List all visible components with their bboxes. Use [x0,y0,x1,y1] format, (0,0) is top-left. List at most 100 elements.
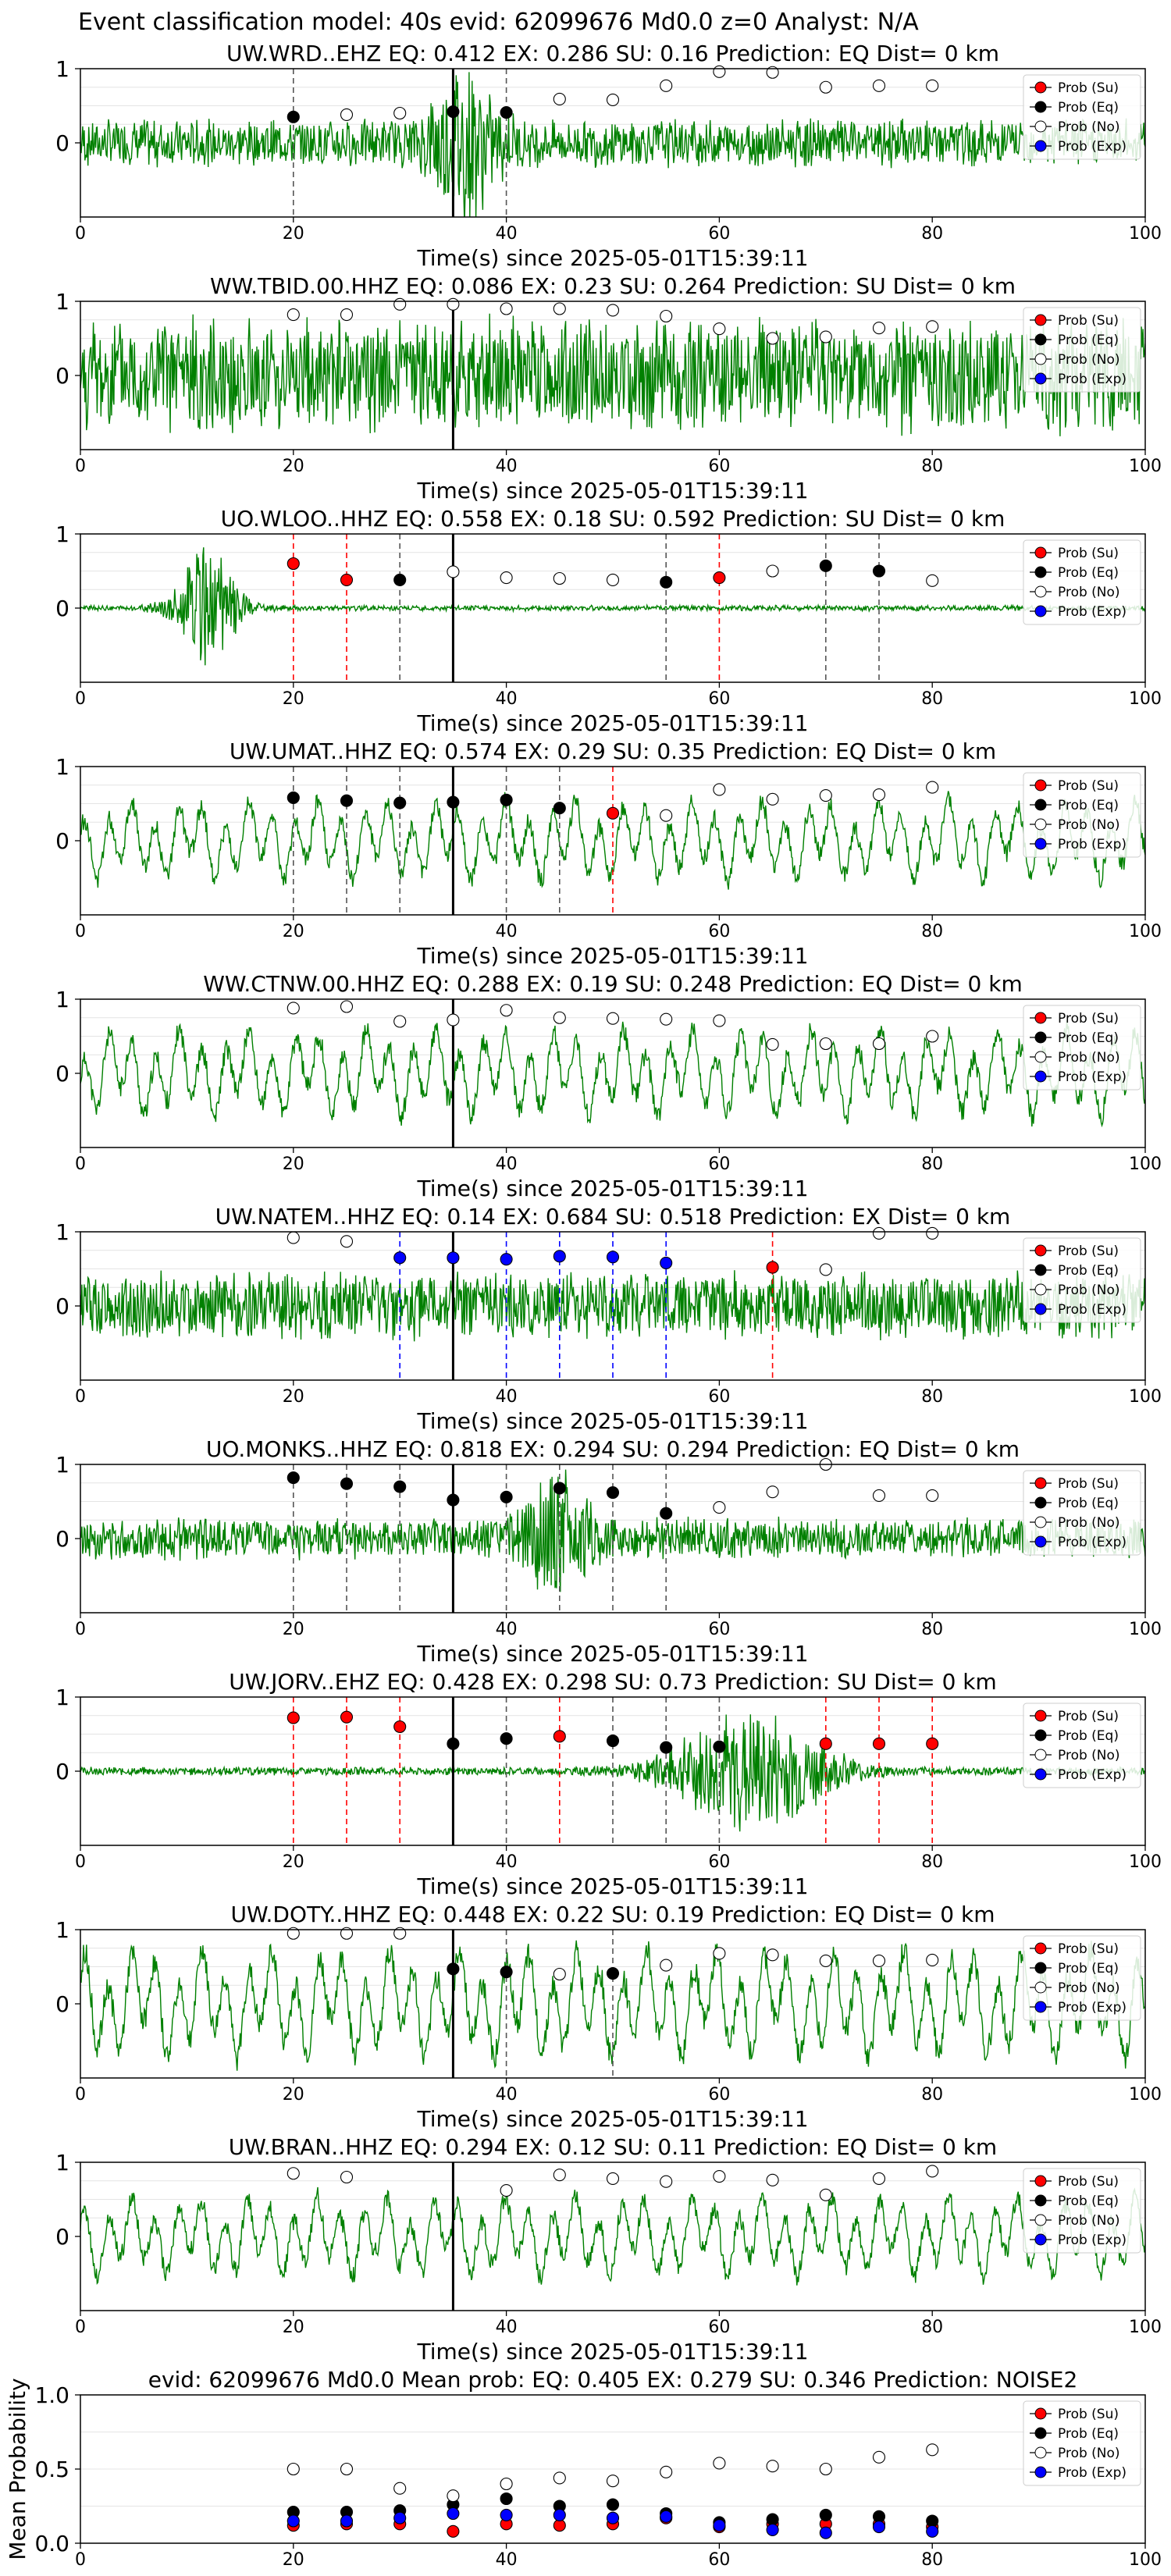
prob-marker-no [287,1927,300,1940]
legend-box [1023,1703,1141,1788]
prob-marker-eq [340,1477,354,1490]
legend-label-eq: Prob (Eq) [1058,1961,1119,1976]
prob-marker-no [287,2167,300,2180]
prob-marker-no [500,302,513,315]
prob-marker-exp [500,2508,513,2521]
legend-box [1023,1005,1141,1091]
legend-marker-su [1034,314,1047,326]
x-tick-label: 20 [283,2550,304,2570]
x-tick-label: 0 [75,2085,86,2105]
y-tick-label: 0 [55,1759,69,1784]
prob-marker-eq [819,559,832,572]
prob-marker-no [393,1927,407,1940]
prob-marker-su [553,2519,566,2532]
x-tick-label: 60 [708,2318,730,2337]
legend-label-eq: Prob (Eq) [1058,333,1119,348]
legend-label-no: Prob (No) [1058,817,1120,833]
panel-title: UW.JORV..EHZ EQ: 0.428 EX: 0.298 SU: 0.7… [229,1669,997,1695]
prob-marker-su [872,1737,886,1750]
prob-marker-no [606,573,620,586]
prob-marker-exp [872,2521,886,2534]
legend-marker-eq [1034,799,1047,811]
x-tick-label: 0 [75,922,86,941]
panel-4: UW.UMAT..HHZ EQ: 0.574 EX: 0.29 SU: 0.35… [55,738,1162,969]
prob-marker-no [926,2165,939,2178]
prob-marker-eq [553,802,566,815]
legend-marker-eq [1034,333,1047,346]
plot-area [80,301,1145,450]
legend-marker-no [1034,818,1047,831]
legend-marker-eq [1034,101,1047,113]
y-tick-label: 1 [55,2150,69,2176]
prob-marker-no [287,1002,300,1015]
x-tick-label: 0 [75,1155,86,1174]
x-tick-label: 40 [496,689,518,709]
y-tick-label: 0 [55,2224,69,2250]
panel-11: evid: 62099676 Md0.0 Mean prob: EQ: 0.40… [5,2367,1162,2570]
legend-marker-eq [1034,1264,1047,1276]
prob-marker-no [447,2489,460,2503]
prob-marker-no [660,79,673,92]
x-tick-label: 20 [283,1620,304,1639]
legend-label-su: Prob (Su) [1058,1476,1119,1492]
x-tick-label: 20 [283,2085,304,2105]
plot-area [80,1232,1145,1380]
x-axis-label: Time(s) since 2025-05-01T15:39:11 [416,710,808,736]
waveform-trace [80,547,1145,666]
legend-label-su: Prob (Su) [1058,1011,1119,1026]
panel-title: UW.BRAN..HHZ EQ: 0.294 EX: 0.12 SU: 0.11… [229,2134,997,2160]
prob-marker-no [447,297,460,311]
plot-area [80,534,1145,682]
prob-marker-no [287,308,300,322]
prob-marker-exp [340,2514,354,2528]
prob-marker-no [500,571,513,585]
x-axis-label: Time(s) since 2025-05-01T15:39:11 [416,478,808,503]
prob-marker-eq [287,791,300,804]
x-axis-label: Time(s) since 2025-05-01T15:39:11 [416,1176,808,1201]
prob-marker-no [500,2184,513,2197]
legend-label-no: Prob (No) [1058,1050,1120,1066]
prob-marker-no [553,1011,566,1024]
waveform-trace [80,313,1145,436]
legend-label-eq: Prob (Eq) [1058,100,1119,116]
legend-marker-su [1034,1012,1047,1024]
legend-label-no: Prob (No) [1058,2446,1120,2461]
prob-marker-exp [447,1251,460,1265]
legend-marker-su [1034,81,1047,94]
prob-marker-no [819,788,832,802]
prob-marker-su [713,571,726,585]
prob-marker-no [819,1954,832,1967]
prob-marker-exp [606,1251,620,1264]
x-tick-label: 80 [921,1852,943,1872]
y-tick-label: 0.0 [34,2531,69,2556]
y-tick-label: 1 [55,1452,69,1478]
legend: Prob (Su) Prob (Eq) Prob (No) Prob (Exp) [1023,772,1141,858]
prob-marker-su [926,1737,939,1750]
prob-marker-exp [926,2524,939,2538]
legend-label-exp: Prob (Exp) [1058,2000,1127,2016]
x-tick-label: 100 [1129,2550,1162,2570]
legend-marker-no [1034,353,1047,365]
x-tick-label: 60 [708,457,730,476]
legend-label-exp: Prob (Exp) [1058,139,1127,155]
prob-marker-eq [340,794,354,807]
prob-marker-no [606,2475,620,2488]
y-tick-label: 1 [55,521,69,547]
legend: Prob (Su) Prob (Eq) Prob (No) Prob (Exp) [1023,1703,1141,1788]
legend-box [1023,307,1141,393]
panel-title: evid: 62099676 Md0.0 Mean prob: EQ: 0.40… [148,2367,1078,2393]
prob-marker-no [340,1000,354,1013]
legend: Prob (Su) Prob (Eq) Prob (No) Prob (Exp) [1023,1237,1141,1323]
prob-marker-no [872,79,886,92]
legend-label-no: Prob (No) [1058,585,1120,600]
prob-marker-no [819,2188,832,2201]
prob-marker-exp [553,2508,566,2521]
prob-marker-no [606,2172,620,2185]
y-tick-label: 1 [55,56,69,82]
x-tick-label: 100 [1129,689,1162,709]
panel-title: UW.WRD..EHZ EQ: 0.412 EX: 0.286 SU: 0.16… [226,41,999,66]
panel-1: UW.WRD..EHZ EQ: 0.412 EX: 0.286 SU: 0.16… [55,41,1162,271]
x-tick-label: 20 [283,689,304,709]
panel-7: UO.MONKS..HHZ EQ: 0.818 EX: 0.294 SU: 0.… [55,1436,1162,1667]
legend-label-exp: Prob (Exp) [1058,372,1127,387]
